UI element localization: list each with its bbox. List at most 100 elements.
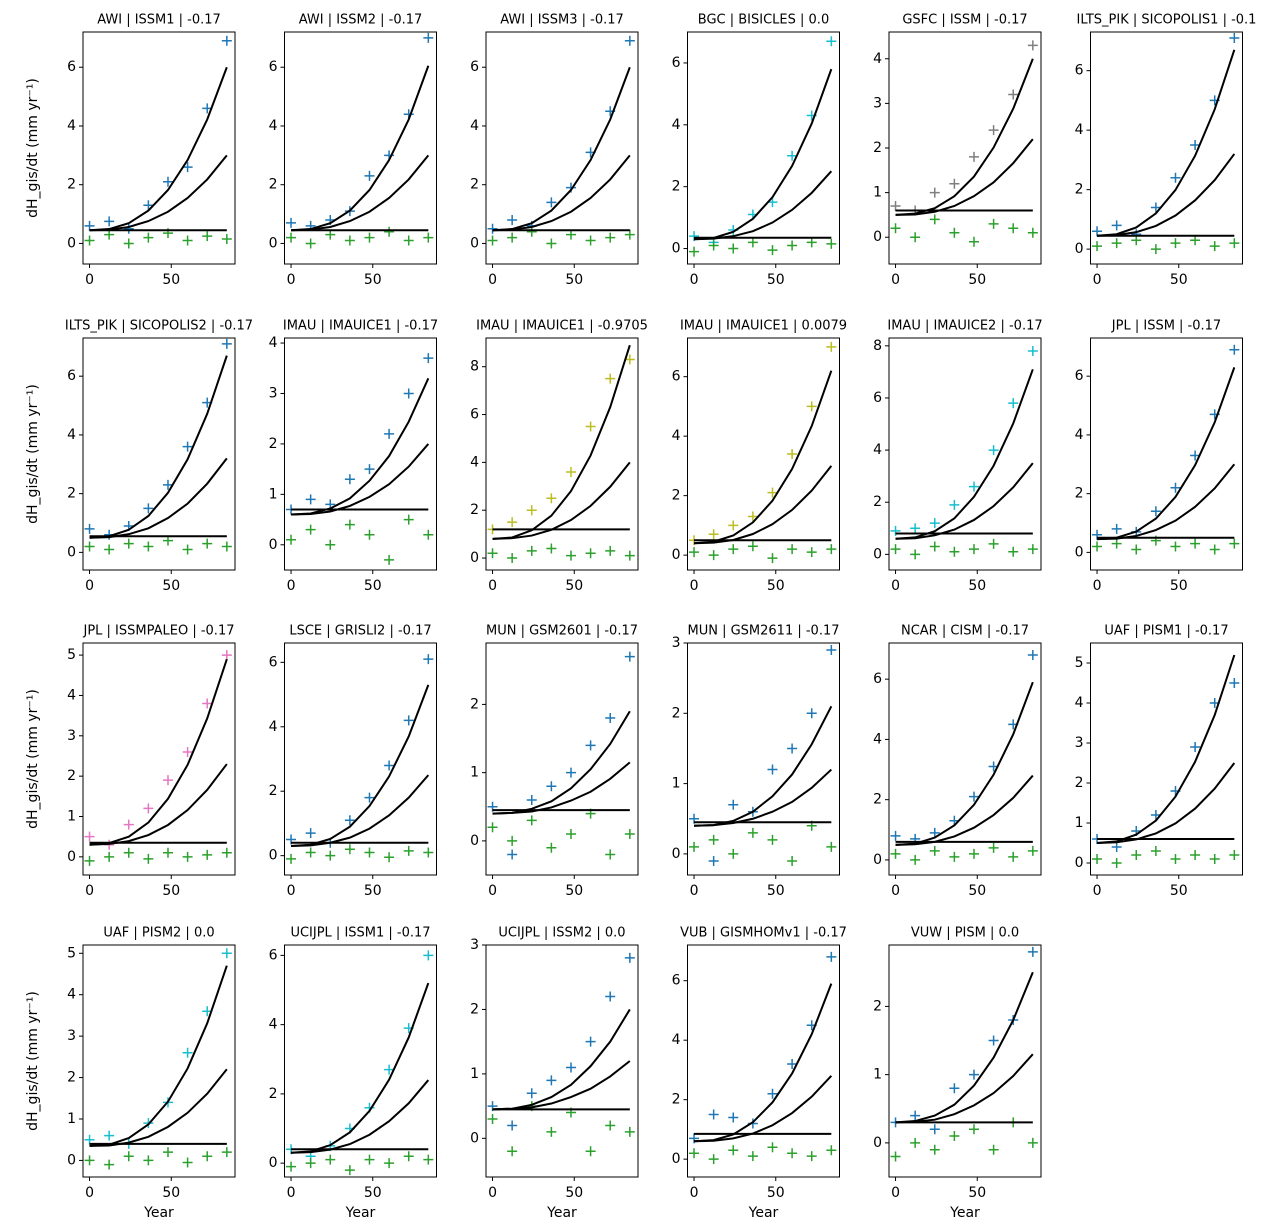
y-tick-label: 4: [672, 117, 681, 133]
marker: [507, 1120, 518, 1131]
marker: [84, 220, 95, 231]
x-tick-label: 0: [85, 272, 94, 288]
marker: [1131, 235, 1142, 246]
marker: [929, 518, 940, 529]
y-tick-label: 4: [67, 687, 76, 703]
x-axis-label: Year: [546, 1205, 577, 1221]
x-tick-label: 0: [891, 1185, 900, 1201]
marker: [84, 1134, 95, 1145]
marker: [585, 421, 596, 432]
y-tick-label: 2: [1075, 775, 1084, 791]
marker: [1229, 32, 1240, 43]
marker: [325, 539, 336, 550]
marker: [364, 170, 375, 181]
marker: [423, 353, 434, 364]
marker: [624, 229, 635, 240]
y-tick-label: 4: [873, 51, 882, 67]
plot-area: [286, 353, 434, 565]
marker: [221, 948, 232, 959]
marker: [1190, 538, 1201, 549]
marker: [1170, 482, 1181, 493]
y-tick-label: 4: [1075, 695, 1084, 711]
marker: [949, 851, 960, 862]
marker: [423, 32, 434, 43]
marker: [123, 238, 134, 249]
marker: [202, 538, 213, 549]
x-tick-label: 50: [968, 272, 986, 288]
y-tick-label: 0: [1075, 241, 1084, 257]
x-tick-label: 50: [1170, 272, 1188, 288]
x-tick-label: 50: [968, 883, 986, 899]
marker: [988, 538, 999, 549]
y-tick-label: 2: [672, 1092, 681, 1108]
x-tick-label: 50: [1170, 883, 1188, 899]
line: [290, 684, 430, 847]
y-tick-label: 2: [269, 1086, 278, 1102]
marker: [1209, 854, 1220, 864]
line: [89, 154, 228, 232]
marker: [202, 849, 213, 860]
marker: [1008, 851, 1019, 862]
x-tick-label: 0: [488, 272, 497, 288]
y-tick-label: 2: [470, 177, 479, 193]
y-tick-label: 2: [873, 494, 882, 510]
marker: [344, 235, 355, 246]
axes-frame: [284, 337, 437, 571]
x-axis-label: Year: [143, 1205, 174, 1221]
y-tick-label: 1: [672, 776, 681, 792]
x-tick-label: 50: [968, 578, 986, 594]
axes-frame: [485, 944, 639, 1178]
marker: [767, 1142, 778, 1153]
marker: [286, 232, 297, 243]
marker: [162, 1147, 173, 1158]
x-tick-label: 50: [162, 272, 180, 288]
marker: [403, 845, 414, 856]
marker: [104, 216, 115, 227]
marker: [767, 487, 778, 498]
marker: [890, 830, 901, 841]
line: [1097, 153, 1236, 237]
line: [492, 344, 631, 540]
marker: [182, 162, 193, 173]
marker: [968, 1069, 979, 1080]
marker: [910, 523, 921, 534]
line: [694, 1075, 833, 1143]
marker: [826, 841, 837, 852]
marker: [1092, 541, 1103, 552]
y-tick-label: 0: [873, 1135, 882, 1151]
marker: [305, 494, 316, 505]
marker: [890, 848, 901, 859]
marker: [221, 541, 232, 552]
marker: [826, 645, 837, 656]
marker: [1027, 946, 1038, 957]
line: [290, 65, 430, 232]
y-tick-label: 4: [67, 118, 76, 134]
marker: [1170, 854, 1181, 864]
y-tick-label: 1: [873, 185, 882, 201]
plot-area: [84, 650, 232, 866]
marker: [624, 651, 635, 662]
marker: [305, 828, 316, 839]
marker: [123, 819, 134, 830]
marker: [221, 338, 232, 349]
marker: [708, 240, 719, 251]
marker: [949, 178, 960, 189]
marker: [546, 238, 557, 249]
marker: [787, 743, 798, 754]
panel-title: BGC | BISICLES | 0.0: [698, 13, 829, 28]
y-tick-label: 2: [67, 1070, 76, 1086]
marker: [767, 245, 778, 256]
marker: [221, 1147, 232, 1158]
marker: [910, 1110, 921, 1121]
marker: [565, 1062, 576, 1073]
marker: [949, 499, 960, 510]
marker: [708, 1109, 719, 1120]
plot-area: [890, 40, 1038, 247]
line: [492, 1060, 631, 1111]
y-tick-label: 0: [672, 1151, 681, 1167]
plot-area: [1092, 344, 1240, 555]
y-axis-label: dH_gis/dt (mm yr⁻¹): [25, 991, 41, 1131]
line: [492, 710, 631, 815]
